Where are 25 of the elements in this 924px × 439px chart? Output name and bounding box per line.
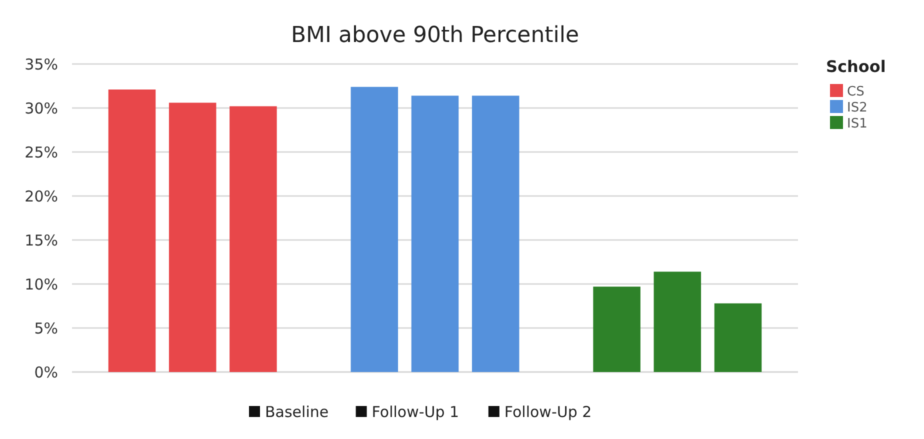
text: Baseline [265, 402, 329, 421]
y-tick-label: 25% [24, 143, 58, 162]
legend-label: CS [847, 84, 864, 100]
bar [472, 96, 520, 372]
y-tick-label: 35% [24, 55, 58, 74]
bar [168, 102, 216, 372]
y-tick-label: 15% [24, 231, 58, 250]
bar [108, 90, 156, 372]
bar [593, 286, 640, 372]
bar [350, 86, 398, 372]
bar [654, 272, 702, 372]
legend-title: School [826, 57, 886, 76]
chart-title: BMI above 90th Percentile [290, 23, 580, 48]
y-tick-label: 30% [24, 99, 58, 118]
y-tick-label: 0% [34, 363, 58, 382]
bar [411, 96, 459, 372]
y-tick-label: 10% [24, 275, 58, 294]
bar [230, 106, 277, 372]
legend-label: IS1 [847, 116, 868, 132]
text: Follow-Up 2 [504, 402, 592, 421]
text: Follow-Up 1 [372, 402, 460, 421]
y-tick-label: 5% [34, 319, 58, 338]
y-tick-label: 20% [24, 187, 58, 206]
legend-label: IS2 [847, 100, 868, 116]
bar [714, 303, 762, 372]
